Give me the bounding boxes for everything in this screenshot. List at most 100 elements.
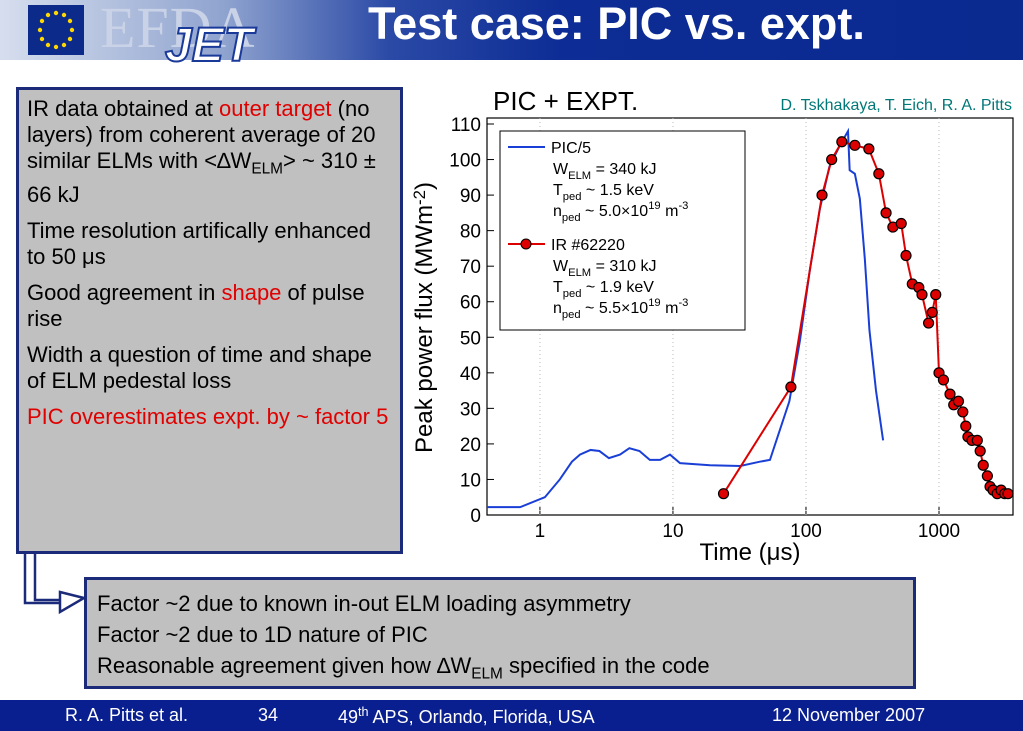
footer-date: 12 November 2007 <box>772 705 926 725</box>
text-run: th <box>358 705 369 719</box>
text-run: (no layers) from coherent average of 20 … <box>27 96 376 173</box>
text-run: APS, Orlando, Florida, USA <box>368 707 595 727</box>
text-run: ped <box>562 309 581 321</box>
y-tick-label: 110 <box>451 115 481 136</box>
header: EFDA JET Test case: PIC vs. expt. <box>0 0 1023 73</box>
text-run: ELM <box>568 267 591 279</box>
point <box>957 406 969 418</box>
logo-sub: JET <box>164 18 254 73</box>
text-run: T <box>553 182 563 199</box>
text-run: 49 <box>338 707 359 727</box>
footer-conference: 49th APS, Orlando, Florida, USA <box>338 705 595 728</box>
text-run: ~ 5.0×10 <box>581 203 649 220</box>
point <box>785 381 797 393</box>
point <box>895 217 907 230</box>
text-run: IR data obtained at <box>27 96 220 121</box>
text-run: ~ 5.5×10 <box>581 300 649 317</box>
text-run: of pulse rise <box>27 280 365 332</box>
point <box>930 289 942 301</box>
bullet: Time resolution artifically enhanced to … <box>27 218 392 270</box>
point <box>937 374 950 386</box>
text-run: ELM <box>251 160 283 178</box>
annotation: D. Tskhakaya, T. Eich, R. A. Pitts <box>781 97 1013 114</box>
y-tick-label: 20 <box>460 435 481 456</box>
y-axis-label: Peak power flux (MWm-2) <box>410 182 438 453</box>
text-run: PIC overestimates expt. by ~ factor 5 <box>27 404 389 430</box>
point <box>900 249 912 262</box>
point <box>971 434 983 446</box>
point <box>926 306 938 318</box>
point <box>944 388 956 400</box>
footer: R. A. Pitts et al. 34 49th APS, Orlando,… <box>0 700 1023 731</box>
bullet: Good agreement in shape of pulse rise <box>27 280 392 332</box>
legend-detail: WELM = 310 kJ <box>553 258 657 279</box>
point <box>1002 488 1014 500</box>
point <box>717 488 730 500</box>
point <box>836 136 848 148</box>
y-tick-label: 60 <box>460 293 481 314</box>
point <box>977 459 989 471</box>
x-tick-label: 10 <box>662 521 683 542</box>
point <box>974 445 986 457</box>
legend-marker <box>520 238 532 250</box>
text-run: outer target <box>219 96 332 121</box>
bottom-box: Factor ~2 due to known in-out ELM loadin… <box>84 577 916 689</box>
eu-flag <box>28 5 84 55</box>
text-run: shape <box>221 280 282 306</box>
y-tick-label: 40 <box>460 364 481 385</box>
annotation: PIC + EXPT. <box>493 86 638 116</box>
point <box>981 470 993 482</box>
series-line <box>487 127 885 509</box>
text-run: ELM <box>568 170 591 182</box>
x-tick-label: 100 <box>790 521 822 542</box>
text-run: -2 <box>410 190 429 205</box>
text-run: specified in the code <box>502 653 710 678</box>
point <box>960 420 972 432</box>
text-run: m <box>661 300 679 317</box>
legend-detail: Tped ~ 1.9 keV <box>553 279 654 300</box>
line: Reasonable agreement given how ∆WELM spe… <box>97 650 903 689</box>
footer-page: 34 <box>258 705 279 725</box>
text-run: Factor ~2 due to 1D nature of PIC <box>97 622 428 647</box>
line: Factor ~2 due to 1D nature of PIC <box>97 619 903 650</box>
text-run: Factor ~2 due to known in-out ELM loadin… <box>97 591 631 616</box>
text-run: -3 <box>678 297 688 309</box>
text-run: = 340 kJ <box>591 161 656 178</box>
text-run: -3 <box>678 200 688 212</box>
point <box>880 207 892 219</box>
point <box>826 153 838 166</box>
x-axis-label: Time (μs) <box>700 539 801 566</box>
point <box>816 189 828 201</box>
text-run: 19 <box>648 297 660 309</box>
text-run: Reasonable agreement given how ∆W <box>97 653 472 678</box>
text-run: W <box>553 161 569 178</box>
text-run: Good agreement in <box>27 280 222 306</box>
text-run: ped <box>563 288 582 300</box>
legend-label: IR #62220 <box>551 237 625 254</box>
text-run: T <box>553 279 563 296</box>
y-tick-label: 100 <box>449 151 481 172</box>
text-run: > ~ 310 ± 66 kJ <box>27 148 376 208</box>
y-tick-label: 90 <box>460 186 481 207</box>
footer-author: R. A. Pitts et al. <box>65 705 189 725</box>
y-tick-label: 50 <box>460 328 481 349</box>
text-run: W <box>553 258 569 275</box>
y-tick-label: 70 <box>460 257 481 278</box>
text-run: ~ 1.9 keV <box>581 279 654 296</box>
logo-text: EFDA <box>100 0 256 60</box>
bullet: PIC overestimates expt. by ~ factor 5 <box>27 404 392 430</box>
legend-detail: nped ~ 5.5×1019 m-3 <box>553 297 688 321</box>
legend-label: PIC/5 <box>551 140 591 157</box>
text-run: = 310 kJ <box>591 258 656 275</box>
point <box>849 139 861 151</box>
point <box>873 168 885 180</box>
y-tick-label: 30 <box>460 399 481 420</box>
point <box>863 143 875 155</box>
text-run: Width a question of time and shape of EL… <box>27 342 372 394</box>
y-tick-label: 80 <box>460 222 481 243</box>
y-tick-label: 10 <box>460 470 481 491</box>
text-run: Time resolution artifically enhanced to … <box>27 218 372 270</box>
text-run: n <box>553 203 562 220</box>
